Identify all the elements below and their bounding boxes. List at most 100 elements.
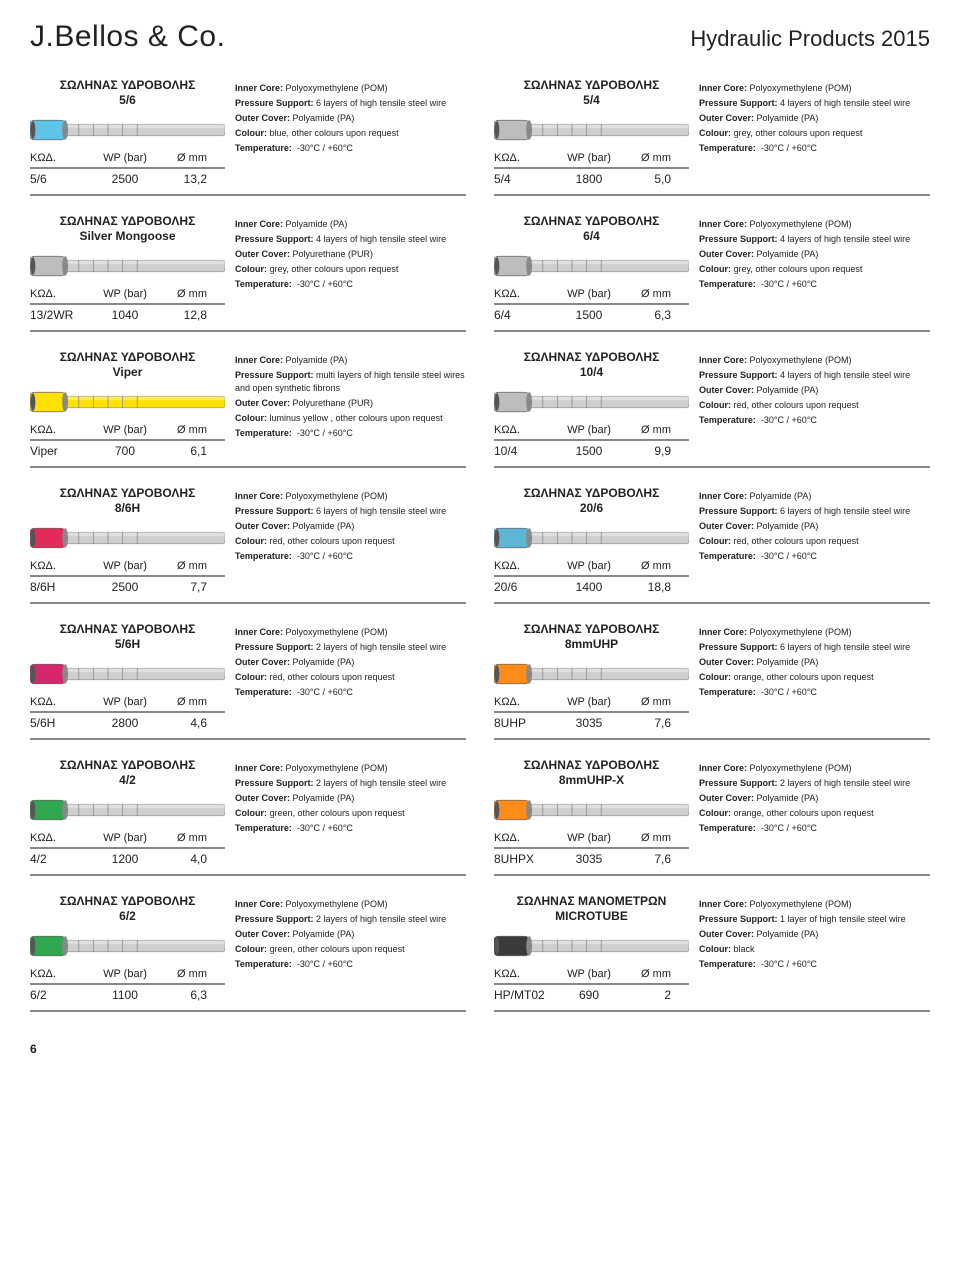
- val-dia: 2: [624, 988, 679, 1002]
- product-left: ΣΩΛΗΝΑΣ ΥΔΡΟΒΟΛΗΣ8/6H ΚΩΔ. WP (bar) Ø mm…: [30, 486, 225, 594]
- product-specs: Inner Core: Polyoxymethylene (POM) Press…: [699, 758, 930, 866]
- hose-illustration: [30, 114, 225, 146]
- col-wp-label: WP (bar): [90, 152, 160, 164]
- product-cell: ΣΩΛΗΝΑΣ ΥΔΡΟΒΟΛΗΣ4/2 ΚΩΔ. WP (bar) Ø mm …: [30, 758, 466, 876]
- col-wp-label: WP (bar): [554, 152, 624, 164]
- val-wp: 2500: [90, 580, 160, 594]
- product-left: ΣΩΛΗΝΑΣ ΥΔΡΟΒΟΛΗΣ5/6 ΚΩΔ. WP (bar) Ø mm …: [30, 78, 225, 186]
- table-row: 5/6 2500 13,2: [30, 172, 225, 186]
- table-row: 8/6H 2500 7,7: [30, 580, 225, 594]
- table-row: Viper 700 6,1: [30, 444, 225, 458]
- col-code-label: ΚΩΔ.: [494, 424, 554, 436]
- product-specs: Inner Core: Polyoxymethylene (POM) Press…: [699, 78, 930, 186]
- col-dia-label: Ø mm: [624, 288, 679, 300]
- col-dia-label: Ø mm: [160, 968, 215, 980]
- col-dia-label: Ø mm: [624, 424, 679, 436]
- val-code: 8/6H: [30, 580, 90, 594]
- val-code: HP/MT02: [494, 988, 554, 1002]
- product-cell: ΣΩΛΗΝΑΣ ΥΔΡΟΒΟΛΗΣ8/6H ΚΩΔ. WP (bar) Ø mm…: [30, 486, 466, 604]
- val-code: 13/2WR: [30, 308, 90, 322]
- col-wp-label: WP (bar): [554, 696, 624, 708]
- val-code: 5/6H: [30, 716, 90, 730]
- val-wp: 2800: [90, 716, 160, 730]
- product-specs: Inner Core: Polyoxymethylene (POM) Press…: [699, 214, 930, 322]
- col-wp-label: WP (bar): [554, 560, 624, 572]
- val-dia: 5,0: [624, 172, 679, 186]
- hose-illustration: [30, 930, 225, 962]
- page-header: J.Bellos & Co. Hydraulic Products 2015: [30, 20, 930, 54]
- table-header: ΚΩΔ. WP (bar) Ø mm: [494, 832, 689, 849]
- val-code: Viper: [30, 444, 90, 458]
- product-cell: ΣΩΛΗΝΑΣ ΥΔΡΟΒΟΛΗΣ5/6 ΚΩΔ. WP (bar) Ø mm …: [30, 78, 466, 196]
- col-wp-label: WP (bar): [90, 288, 160, 300]
- val-wp: 1500: [554, 308, 624, 322]
- table-row: HP/MT02 690 2: [494, 988, 689, 1002]
- hose-illustration: [494, 114, 689, 146]
- table-header: ΚΩΔ. WP (bar) Ø mm: [30, 968, 225, 985]
- col-code-label: ΚΩΔ.: [494, 832, 554, 844]
- col-wp-label: WP (bar): [554, 288, 624, 300]
- hose-illustration: [494, 930, 689, 962]
- val-wp: 1100: [90, 988, 160, 1002]
- product-specs: Inner Core: Polyoxymethylene (POM) Press…: [235, 622, 466, 730]
- table-header: ΚΩΔ. WP (bar) Ø mm: [30, 696, 225, 713]
- hose-illustration: [30, 658, 225, 690]
- col-wp-label: WP (bar): [90, 968, 160, 980]
- product-cell: ΣΩΛΗΝΑΣ ΜΑΝΟΜΕΤΡΩΝMICROTUBE ΚΩΔ. WP (bar…: [494, 894, 930, 1012]
- hose-illustration: [494, 250, 689, 282]
- product-left: ΣΩΛΗΝΑΣ ΥΔΡΟΒΟΛΗΣ6/2 ΚΩΔ. WP (bar) Ø mm …: [30, 894, 225, 1002]
- table-header: ΚΩΔ. WP (bar) Ø mm: [494, 152, 689, 169]
- product-left: ΣΩΛΗΝΑΣ ΥΔΡΟΒΟΛΗΣ6/4 ΚΩΔ. WP (bar) Ø mm …: [494, 214, 689, 322]
- col-code-label: ΚΩΔ.: [494, 968, 554, 980]
- product-specs: Inner Core: Polyamide (PA) Pressure Supp…: [235, 214, 466, 322]
- col-code-label: ΚΩΔ.: [494, 560, 554, 572]
- col-wp-label: WP (bar): [90, 424, 160, 436]
- table-header: ΚΩΔ. WP (bar) Ø mm: [494, 288, 689, 305]
- val-dia: 9,9: [624, 444, 679, 458]
- product-title: ΣΩΛΗΝΑΣ ΥΔΡΟΒΟΛΗΣ20/6: [494, 486, 689, 516]
- val-dia: 4,6: [160, 716, 215, 730]
- table-header: ΚΩΔ. WP (bar) Ø mm: [494, 968, 689, 985]
- val-code: 10/4: [494, 444, 554, 458]
- val-wp: 1500: [554, 444, 624, 458]
- table-header: ΚΩΔ. WP (bar) Ø mm: [494, 560, 689, 577]
- val-dia: 7,6: [624, 716, 679, 730]
- product-left: ΣΩΛΗΝΑΣ ΥΔΡΟΒΟΛΗΣ5/4 ΚΩΔ. WP (bar) Ø mm …: [494, 78, 689, 186]
- product-specs: Inner Core: Polyoxymethylene (POM) Press…: [235, 894, 466, 1002]
- hose-illustration: [494, 794, 689, 826]
- col-dia-label: Ø mm: [160, 696, 215, 708]
- product-title: ΣΩΛΗΝΑΣ ΥΔΡΟΒΟΛΗΣViper: [30, 350, 225, 380]
- product-title: ΣΩΛΗΝΑΣ ΥΔΡΟΒΟΛΗΣ5/6: [30, 78, 225, 108]
- product-title: ΣΩΛΗΝΑΣ ΥΔΡΟΒΟΛΗΣ8/6H: [30, 486, 225, 516]
- product-cell: ΣΩΛΗΝΑΣ ΥΔΡΟΒΟΛΗΣSilver Mongoose ΚΩΔ. WP…: [30, 214, 466, 332]
- col-dia-label: Ø mm: [160, 288, 215, 300]
- product-cell: ΣΩΛΗΝΑΣ ΥΔΡΟΒΟΛΗΣ6/4 ΚΩΔ. WP (bar) Ø mm …: [494, 214, 930, 332]
- table-row: 13/2WR 1040 12,8: [30, 308, 225, 322]
- table-header: ΚΩΔ. WP (bar) Ø mm: [30, 152, 225, 169]
- product-left: ΣΩΛΗΝΑΣ ΥΔΡΟΒΟΛΗΣ20/6 ΚΩΔ. WP (bar) Ø mm…: [494, 486, 689, 594]
- product-left: ΣΩΛΗΝΑΣ ΥΔΡΟΒΟΛΗΣ10/4 ΚΩΔ. WP (bar) Ø mm…: [494, 350, 689, 458]
- brand-title: J.Bellos & Co.: [30, 20, 225, 54]
- table-header: ΚΩΔ. WP (bar) Ø mm: [30, 288, 225, 305]
- val-code: 6/4: [494, 308, 554, 322]
- product-specs: Inner Core: Polyoxymethylene (POM) Press…: [699, 350, 930, 458]
- table-row: 5/4 1800 5,0: [494, 172, 689, 186]
- product-left: ΣΩΛΗΝΑΣ ΥΔΡΟΒΟΛΗΣ8mmUHP-X ΚΩΔ. WP (bar) …: [494, 758, 689, 866]
- table-row: 4/2 1200 4,0: [30, 852, 225, 866]
- table-row: 8UHP 3035 7,6: [494, 716, 689, 730]
- product-cell: ΣΩΛΗΝΑΣ ΥΔΡΟΒΟΛΗΣ6/2 ΚΩΔ. WP (bar) Ø mm …: [30, 894, 466, 1012]
- product-cell: ΣΩΛΗΝΑΣ ΥΔΡΟΒΟΛΗΣ8mmUHP ΚΩΔ. WP (bar) Ø …: [494, 622, 930, 740]
- table-row: 10/4 1500 9,9: [494, 444, 689, 458]
- product-title: ΣΩΛΗΝΑΣ ΥΔΡΟΒΟΛΗΣ8mmUHP: [494, 622, 689, 652]
- col-code-label: ΚΩΔ.: [30, 832, 90, 844]
- catalog-title: Hydraulic Products 2015: [690, 26, 930, 52]
- product-grid: ΣΩΛΗΝΑΣ ΥΔΡΟΒΟΛΗΣ5/6 ΚΩΔ. WP (bar) Ø mm …: [30, 78, 930, 1012]
- col-wp-label: WP (bar): [554, 424, 624, 436]
- product-title: ΣΩΛΗΝΑΣ ΥΔΡΟΒΟΛΗΣ8mmUHP-X: [494, 758, 689, 788]
- col-code-label: ΚΩΔ.: [494, 152, 554, 164]
- col-wp-label: WP (bar): [554, 832, 624, 844]
- table-row: 8UHPX 3035 7,6: [494, 852, 689, 866]
- product-cell: ΣΩΛΗΝΑΣ ΥΔΡΟΒΟΛΗΣ10/4 ΚΩΔ. WP (bar) Ø mm…: [494, 350, 930, 468]
- val-code: 8UHP: [494, 716, 554, 730]
- hose-illustration: [494, 386, 689, 418]
